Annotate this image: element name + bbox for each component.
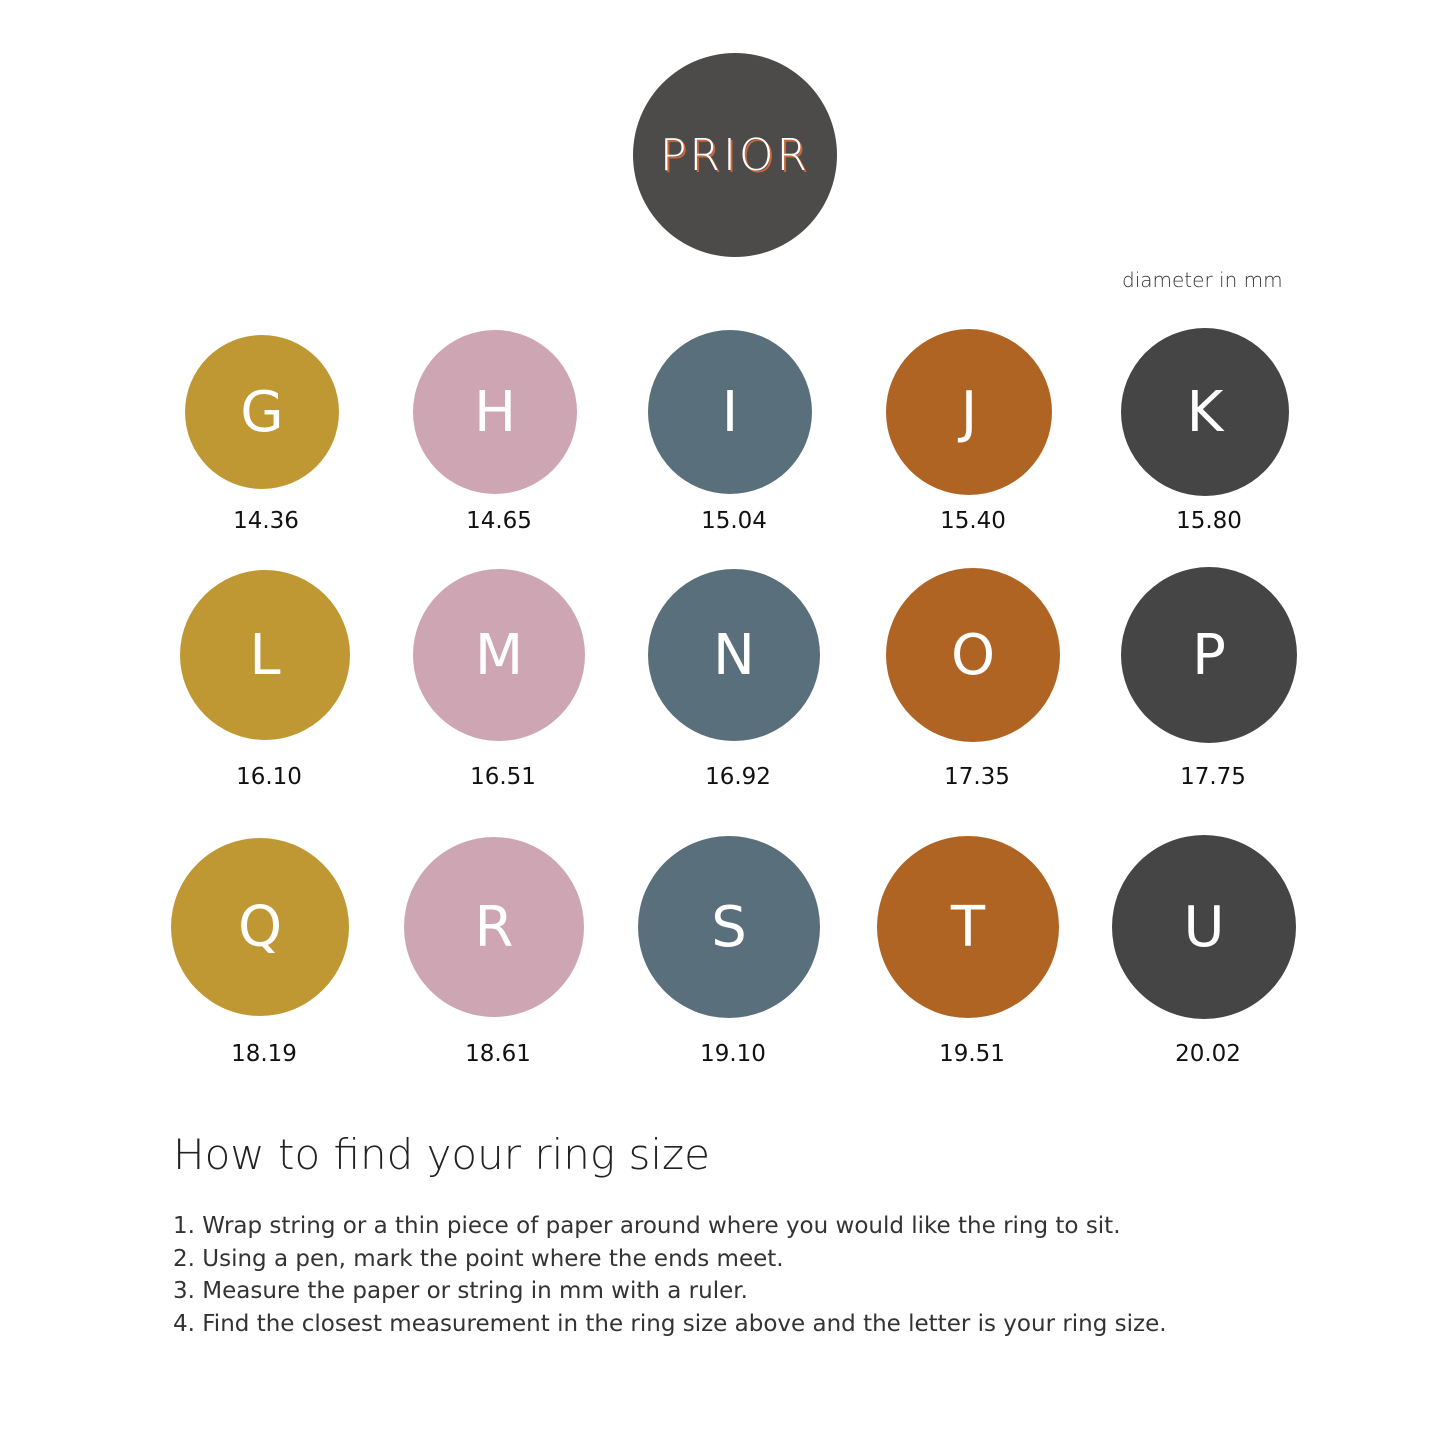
ring-size-circle-s: S — [638, 836, 820, 1018]
unit-label: diameter in mm — [1122, 268, 1283, 292]
ring-diameter: 18.19 — [231, 1041, 297, 1067]
ring-letter: S — [711, 894, 747, 960]
ring-letter: T — [950, 894, 986, 960]
ring-letter: Q — [237, 894, 283, 960]
ring-diameter: 16.10 — [236, 764, 302, 790]
ring-diameter: 15.40 — [940, 508, 1006, 534]
ring-size-circle-r: R — [404, 837, 584, 1017]
ring-size-circle-g: G — [185, 335, 339, 489]
ring-diameter: 16.51 — [470, 764, 536, 790]
ring-diameter: 16.92 — [705, 764, 771, 790]
ring-size-circle-h: H — [413, 330, 577, 494]
ring-letter: L — [249, 622, 281, 688]
step: 1. Wrap string or a thin piece of paper … — [173, 1213, 1121, 1239]
ring-diameter: 15.04 — [701, 508, 767, 534]
ring-letter: P — [1192, 622, 1226, 688]
step: 3. Measure the paper or string in mm wit… — [173, 1278, 748, 1304]
instructions-title: How to find your ring size — [173, 1130, 710, 1179]
ring-letter: K — [1186, 379, 1224, 445]
ring-size-circle-t: T — [877, 836, 1059, 1018]
ring-diameter: 15.80 — [1176, 508, 1242, 534]
step: 2. Using a pen, mark the point where the… — [173, 1245, 784, 1272]
ring-diameter: 18.61 — [465, 1041, 531, 1067]
ring-letter: N — [713, 622, 755, 688]
ring-size-circle-l: L — [180, 570, 350, 740]
ring-diameter: 19.10 — [700, 1041, 766, 1067]
prior-logo: PRIOR — [633, 53, 837, 257]
ring-letter: J — [960, 379, 978, 445]
ring-letter: O — [950, 622, 996, 688]
ring-diameter: 20.02 — [1175, 1041, 1241, 1067]
instructions-list: 1. Wrap string or a thin piece of paper … — [173, 1210, 1167, 1340]
ring-size-circle-q: Q — [171, 838, 349, 1016]
ring-size-circle-u: U — [1112, 835, 1296, 1019]
ring-diameter: 14.36 — [233, 508, 299, 534]
ring-size-circle-k: K — [1121, 328, 1289, 496]
ring-letter: M — [474, 622, 524, 688]
ring-letter: I — [721, 379, 739, 445]
ring-letter: U — [1183, 894, 1225, 960]
ring-diameter: 17.75 — [1180, 764, 1246, 790]
ring-size-circle-n: N — [648, 569, 820, 741]
logo-text: PRIOR — [659, 129, 811, 181]
ring-size-circle-j: J — [886, 329, 1052, 495]
ring-diameter: 14.65 — [466, 508, 532, 534]
ring-letter: G — [240, 379, 284, 445]
ring-letter: R — [474, 894, 514, 960]
ring-diameter: 17.35 — [944, 764, 1010, 790]
step: 4. Find the closest measurement in the r… — [173, 1310, 1167, 1337]
ring-size-circle-p: P — [1121, 567, 1297, 743]
ring-size-circle-m: M — [413, 569, 585, 741]
ring-size-circle-i: I — [648, 330, 812, 494]
ring-size-circle-o: O — [886, 568, 1060, 742]
ring-diameter: 19.51 — [939, 1041, 1005, 1067]
ring-letter: H — [473, 379, 517, 445]
